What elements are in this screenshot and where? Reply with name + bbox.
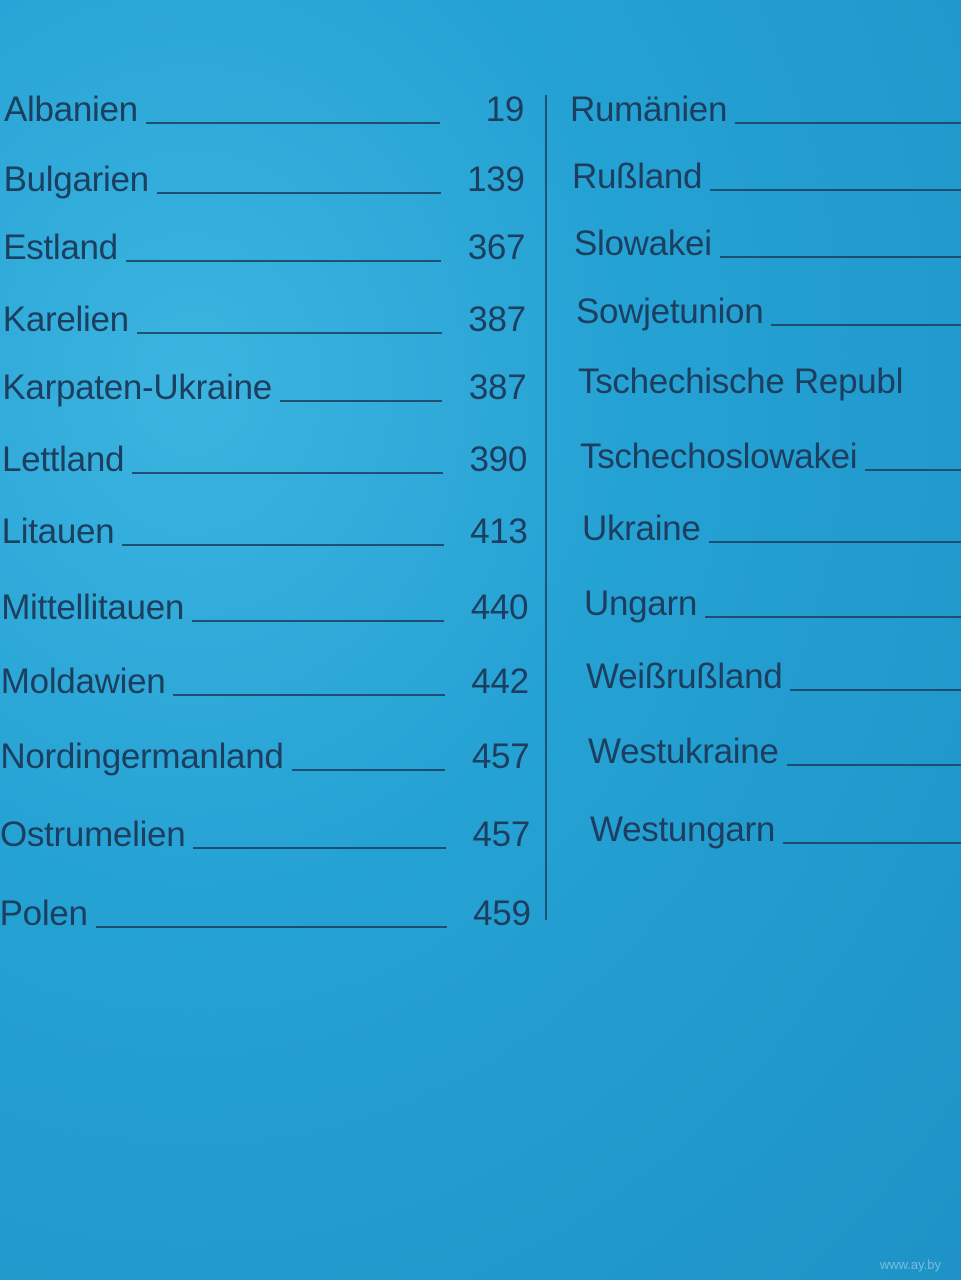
watermark: www.ay.by xyxy=(879,1257,941,1272)
entry-name: Karelien xyxy=(2,300,129,339)
leader-line xyxy=(790,689,961,691)
leader-line xyxy=(279,400,443,402)
leader-line xyxy=(145,122,440,124)
entry-name: Estland xyxy=(3,228,118,267)
index-entry: Karpaten-Ukraine 387 xyxy=(2,368,526,408)
leader-line xyxy=(125,260,442,262)
leader-line xyxy=(708,541,961,543)
entry-page: 442 xyxy=(471,662,529,701)
leader-line xyxy=(173,694,445,696)
leader-line xyxy=(710,189,961,191)
entry-page: 457 xyxy=(472,815,531,854)
leader-line xyxy=(156,192,441,194)
entry-page: 459 xyxy=(473,894,531,933)
index-entry: Lettland 390 xyxy=(2,440,527,480)
index-entry: Tschechoslowakei xyxy=(580,437,961,477)
entry-page: 390 xyxy=(469,440,528,479)
column-divider xyxy=(545,95,547,920)
entry-name: Mittellitauen xyxy=(1,588,185,627)
entry-name: Weißrußland xyxy=(586,657,783,696)
leader-line xyxy=(865,469,961,471)
index-entry: Tschechische Republ xyxy=(578,362,961,402)
entry-name: Rumänien xyxy=(570,90,728,129)
index-entry: Estland 367 xyxy=(3,228,525,268)
leader-line xyxy=(771,324,961,326)
leader-line xyxy=(783,842,961,844)
entry-page: 387 xyxy=(468,368,527,407)
leader-line xyxy=(132,472,443,474)
index-entry: Albanien 19 xyxy=(4,90,524,130)
leader-line xyxy=(786,764,961,766)
entry-page: 413 xyxy=(470,512,528,551)
entry-name: Lettland xyxy=(2,440,125,479)
entry-name: Moldawien xyxy=(0,662,166,701)
index-entry: Ukraine xyxy=(582,509,961,549)
entry-name: Sowjetunion xyxy=(576,292,764,331)
entry-name: Westungarn xyxy=(590,810,776,849)
leader-line xyxy=(136,332,442,334)
entry-name: Ungarn xyxy=(584,584,697,623)
entry-name: Ostrumelien xyxy=(0,815,186,854)
entry-page: 139 xyxy=(467,160,525,199)
index-entry: Ostrumelien 457 xyxy=(0,815,530,855)
index-entry: Slowakei xyxy=(574,224,961,264)
index-entry: Westungarn xyxy=(590,810,961,850)
index-entry: Litauen 413 xyxy=(2,512,528,552)
entry-name: Tschechoslowakei xyxy=(580,437,858,476)
leader-line xyxy=(705,616,961,618)
index-entry: Ungarn xyxy=(584,584,961,624)
entry-name: Rußland xyxy=(572,157,703,196)
index-entry: Polen 459 xyxy=(0,894,531,934)
entry-page: 440 xyxy=(470,588,529,627)
leader-line xyxy=(291,769,446,771)
leader-line xyxy=(735,122,961,124)
index-entry: Moldawien 442 xyxy=(1,662,529,702)
index-entry: Mittellitauen 440 xyxy=(1,588,528,628)
entry-name: Bulgarien xyxy=(3,160,149,199)
entry-page: 367 xyxy=(467,228,526,267)
entry-page: 387 xyxy=(468,300,526,339)
entry-name: Karpaten-Ukraine xyxy=(2,368,272,407)
entry-page: 19 xyxy=(485,90,525,129)
index-entry: Bulgarien 139 xyxy=(4,160,525,200)
leader-line xyxy=(192,620,445,622)
index-entry: Nordingermanland 457 xyxy=(0,737,529,777)
index-entry: Westukraine xyxy=(588,732,961,772)
index-entry: Sowjetunion xyxy=(576,292,961,332)
index-entry: Karelien 387 xyxy=(3,300,526,340)
leader-line xyxy=(193,847,446,849)
entry-name: Slowakei xyxy=(574,224,712,263)
index-entry: Rußland xyxy=(572,157,961,197)
entry-page: 457 xyxy=(471,737,530,776)
leader-line xyxy=(122,544,444,546)
entry-name: Tschechische Republ xyxy=(578,362,904,401)
leader-line xyxy=(719,256,961,258)
entry-name: Nordingermanland xyxy=(0,737,284,776)
entry-name: Ukraine xyxy=(582,509,701,548)
entry-name: Westukraine xyxy=(588,732,779,771)
leader-line xyxy=(95,926,447,928)
index-entry: Rumänien xyxy=(570,90,961,130)
entry-name: Litauen xyxy=(1,512,115,551)
entry-name: Polen xyxy=(0,894,88,933)
entry-name: Albanien xyxy=(4,90,138,129)
index-entry: Weißrußland xyxy=(586,657,961,697)
